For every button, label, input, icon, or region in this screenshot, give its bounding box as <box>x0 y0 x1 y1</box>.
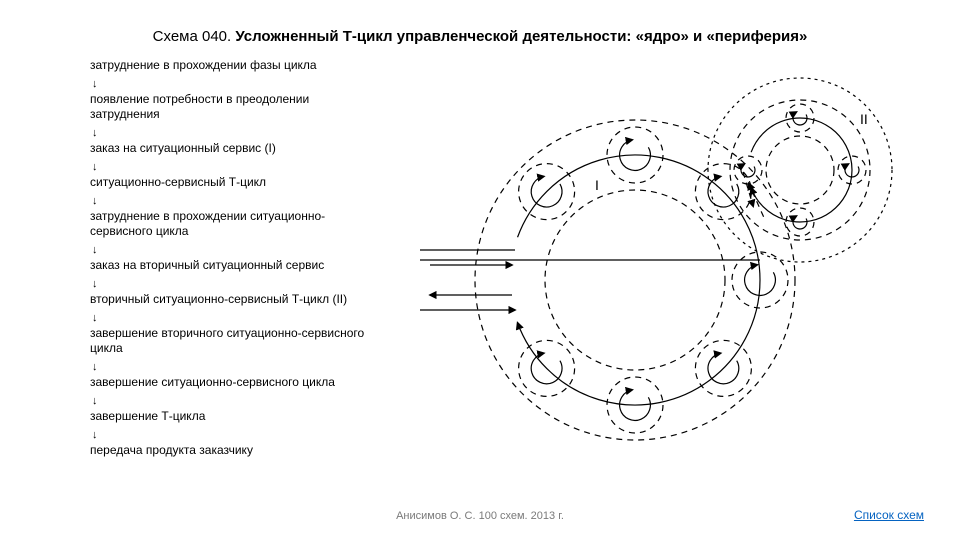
step-item: заказ на вторичный ситуационный сервис <box>90 258 370 273</box>
secondary-halo <box>708 78 892 262</box>
step-item: ситуационно-сервисный Т-цикл <box>90 175 370 190</box>
main-outer-ring <box>475 120 795 440</box>
down-arrow-icon: ↓ <box>92 279 370 290</box>
down-arrow-icon: ↓ <box>92 128 370 139</box>
step-item: заказ на ситуационный сервис (I) <box>90 141 370 156</box>
step-item: появление потребности в преодолении затр… <box>90 92 370 122</box>
secondary-inner-ring <box>766 136 834 204</box>
down-arrow-icon: ↓ <box>92 162 370 173</box>
svg-text:II: II <box>860 111 868 127</box>
cycle-diagram: III <box>400 60 920 480</box>
down-arrow-icon: ↓ <box>92 196 370 207</box>
main-inner-ring <box>545 190 725 370</box>
down-arrow-icon: ↓ <box>92 313 370 324</box>
down-arrow-icon: ↓ <box>92 79 370 90</box>
step-item: затруднение в прохождении фазы цикла <box>90 58 370 73</box>
down-arrow-icon: ↓ <box>92 245 370 256</box>
secondary-satellite <box>734 156 762 184</box>
svg-text:I: I <box>595 177 599 193</box>
step-item: завершение ситуационно-сервисного цикла <box>90 375 370 390</box>
footer-credit: Анисимов О. С. 100 схем. 2013 г. <box>0 510 960 522</box>
down-arrow-icon: ↓ <box>92 396 370 407</box>
title-prefix: Схема 040. <box>153 28 232 45</box>
step-item: передача продукта заказчику <box>90 443 370 458</box>
title-name: Усложненный Т-цикл управленческой деятел… <box>235 28 807 45</box>
step-item: затруднение в прохождении ситуационно-се… <box>90 209 370 239</box>
page-title: Схема 040. Усложненный Т-цикл управленче… <box>0 28 960 45</box>
step-item: завершение вторичного ситуационно-сервис… <box>90 326 370 356</box>
step-item: вторичный ситуационно-сервисный Т-цикл (… <box>90 292 370 307</box>
step-item: завершение Т-цикла <box>90 409 370 424</box>
down-arrow-icon: ↓ <box>92 430 370 441</box>
steps-list: затруднение в прохождении фазы цикла ↓ поя… <box>90 58 370 464</box>
down-arrow-icon: ↓ <box>92 362 370 373</box>
schema-list-link[interactable]: Список схем <box>854 508 924 522</box>
